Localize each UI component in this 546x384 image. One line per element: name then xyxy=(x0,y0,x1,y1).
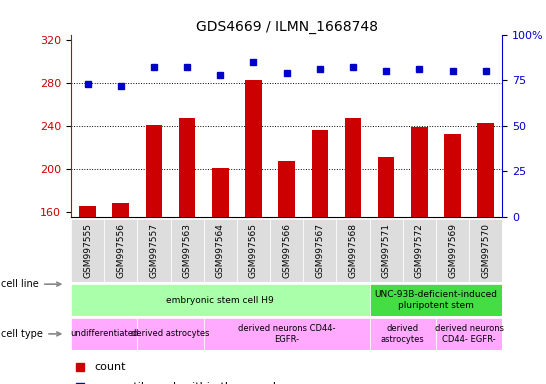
Bar xyxy=(237,219,270,282)
Bar xyxy=(312,130,328,217)
Text: GSM997563: GSM997563 xyxy=(182,223,192,278)
Bar xyxy=(179,118,195,217)
Bar xyxy=(370,219,403,282)
Text: GSM997566: GSM997566 xyxy=(282,223,291,278)
Title: GDS4669 / ILMN_1668748: GDS4669 / ILMN_1668748 xyxy=(195,20,378,33)
Text: GSM997567: GSM997567 xyxy=(316,223,324,278)
Bar xyxy=(469,219,502,282)
Bar xyxy=(170,219,204,282)
Text: derived astrocytes: derived astrocytes xyxy=(131,329,210,338)
Bar xyxy=(270,219,303,282)
Bar xyxy=(477,122,494,217)
Text: derived neurons
CD44- EGFR-: derived neurons CD44- EGFR- xyxy=(435,324,503,344)
Bar xyxy=(104,219,138,282)
Bar xyxy=(436,318,502,350)
Bar xyxy=(278,161,295,217)
Bar xyxy=(370,284,502,316)
Bar xyxy=(436,219,469,282)
Bar xyxy=(336,219,370,282)
Text: cell type: cell type xyxy=(2,329,61,339)
Text: percentile rank within the sample: percentile rank within the sample xyxy=(94,382,283,384)
Bar xyxy=(345,118,361,217)
Bar xyxy=(378,157,394,217)
Bar xyxy=(146,125,162,217)
Bar xyxy=(212,167,229,217)
Bar xyxy=(245,79,262,217)
Bar xyxy=(370,318,436,350)
Bar xyxy=(411,127,428,217)
Text: GSM997564: GSM997564 xyxy=(216,223,225,278)
Text: GSM997572: GSM997572 xyxy=(415,223,424,278)
Text: cell line: cell line xyxy=(2,279,61,289)
Bar xyxy=(403,219,436,282)
Text: GSM997557: GSM997557 xyxy=(150,223,158,278)
Text: GSM997565: GSM997565 xyxy=(249,223,258,278)
Bar xyxy=(303,219,336,282)
Bar xyxy=(138,219,170,282)
Bar xyxy=(138,318,204,350)
Bar xyxy=(79,206,96,217)
Text: GSM997570: GSM997570 xyxy=(481,223,490,278)
Bar xyxy=(71,219,104,282)
Bar xyxy=(71,284,370,316)
Text: GSM997571: GSM997571 xyxy=(382,223,391,278)
Text: derived
astrocytes: derived astrocytes xyxy=(381,324,425,344)
Text: GSM997556: GSM997556 xyxy=(116,223,125,278)
Text: GSM997569: GSM997569 xyxy=(448,223,457,278)
Text: UNC-93B-deficient-induced
pluripotent stem: UNC-93B-deficient-induced pluripotent st… xyxy=(375,290,497,310)
Bar xyxy=(444,134,461,217)
Bar xyxy=(112,203,129,217)
Text: undifferentiated: undifferentiated xyxy=(70,329,138,338)
Text: count: count xyxy=(94,362,126,372)
Bar xyxy=(71,318,138,350)
Text: GSM997568: GSM997568 xyxy=(348,223,358,278)
Text: GSM997555: GSM997555 xyxy=(83,223,92,278)
Text: derived neurons CD44-
EGFR-: derived neurons CD44- EGFR- xyxy=(238,324,335,344)
Bar xyxy=(204,219,237,282)
Text: embryonic stem cell H9: embryonic stem cell H9 xyxy=(167,296,274,305)
Bar xyxy=(204,318,370,350)
